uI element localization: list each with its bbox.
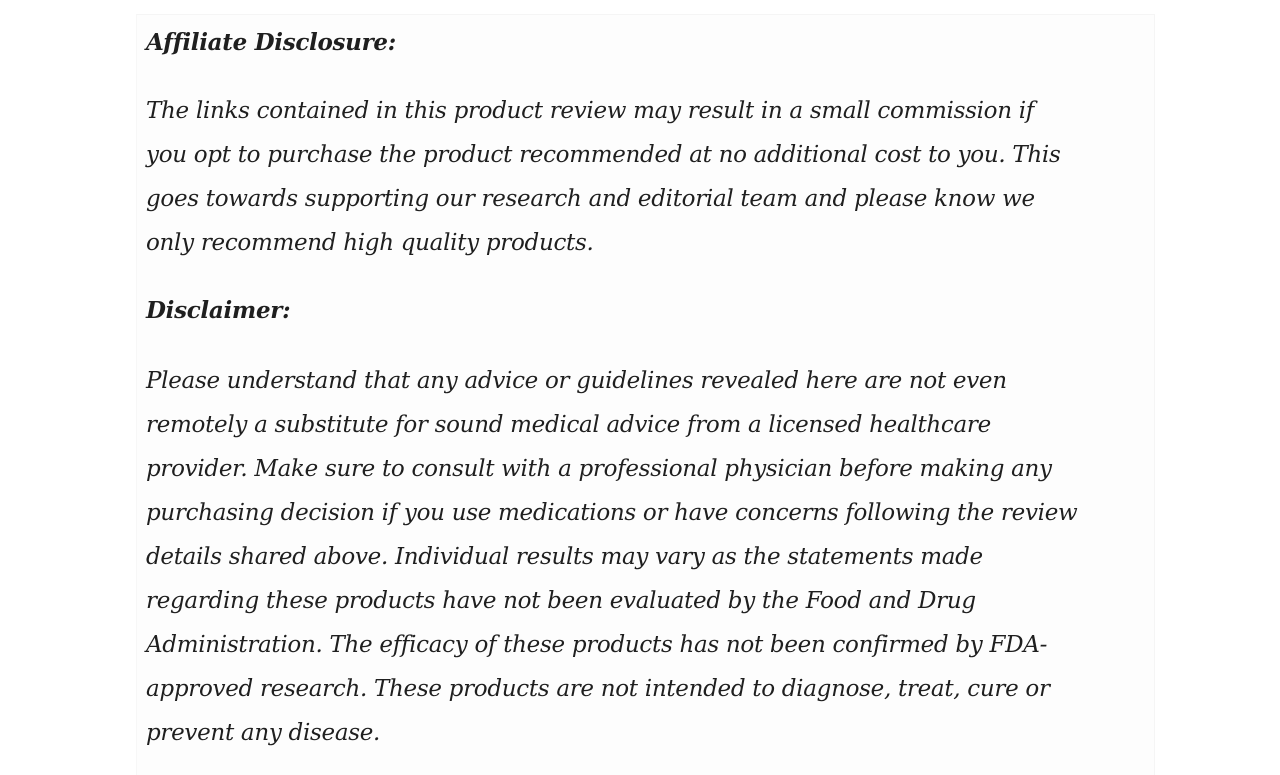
- text-line: purchasing decision if you use medicatio…: [146, 500, 1078, 526]
- text-line: details shared above. Individual results…: [146, 544, 983, 570]
- text-line: goes towards supporting our research and…: [146, 186, 1035, 212]
- disclosure-box: [136, 14, 1155, 775]
- disclaimer-text: Please understand that any advice or gui…: [146, 359, 1078, 755]
- text-line: regarding these products have not been e…: [146, 588, 976, 614]
- affiliate-disclosure-text: The links contained in this product revi…: [146, 89, 1061, 265]
- text-line: prevent any disease.: [146, 720, 381, 746]
- affiliate-disclosure-heading: Affiliate Disclosure:: [146, 21, 396, 65]
- text-line: remotely a substitute for sound medical …: [146, 412, 991, 438]
- text-line: Administration. The efficacy of these pr…: [146, 632, 1048, 658]
- heading-text: Affiliate Disclosure:: [146, 29, 396, 56]
- text-line: provider. Make sure to consult with a pr…: [146, 456, 1052, 482]
- text-line: only recommend high quality products.: [146, 230, 594, 256]
- disclaimer-heading: Disclaimer:: [146, 289, 291, 333]
- heading-text: Disclaimer:: [146, 297, 291, 324]
- text-line: The links contained in this product revi…: [146, 98, 1034, 124]
- text-line: you opt to purchase the product recommen…: [146, 142, 1061, 168]
- text-line: Please understand that any advice or gui…: [146, 368, 1007, 394]
- text-line: approved research. These products are no…: [146, 676, 1050, 702]
